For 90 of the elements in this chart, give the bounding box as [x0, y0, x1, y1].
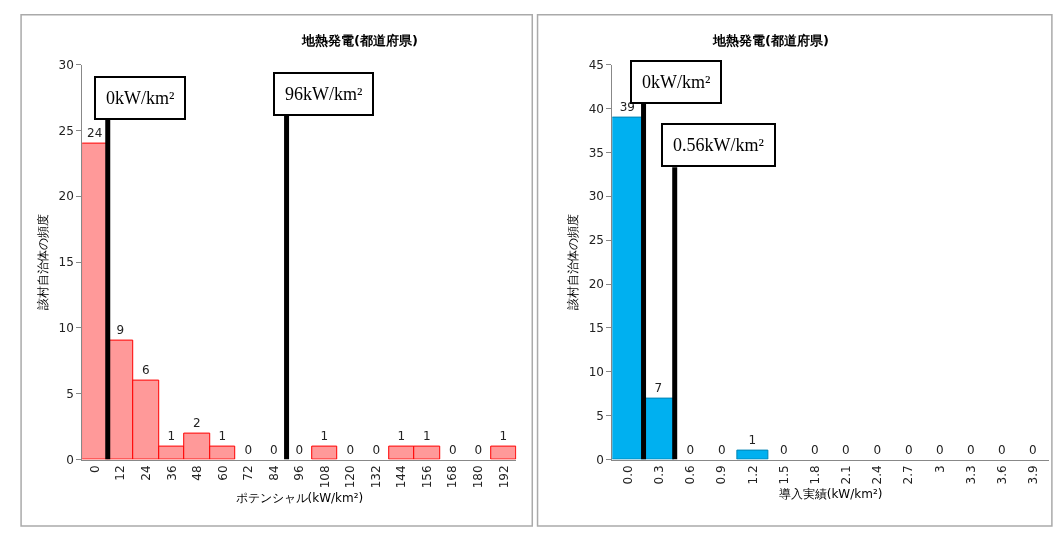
x-tick-label: 60	[215, 465, 230, 481]
data-label: 0	[295, 442, 304, 457]
x-tick-label: 96	[292, 465, 307, 481]
x-tick-label: 132	[368, 465, 383, 489]
x-tick-label: 180	[471, 465, 486, 489]
x-tick-label: 3	[932, 465, 947, 474]
data-label: 0	[936, 442, 944, 457]
x-tick-label: 192	[496, 465, 511, 489]
data-label: 0	[998, 442, 1006, 457]
x-tick-label: 0.3	[652, 465, 667, 485]
y-tick-label: 10	[588, 365, 604, 379]
bar	[612, 116, 644, 460]
x-tick-label: 1.2	[745, 465, 760, 485]
x-tick-label: 0.9	[714, 465, 729, 485]
data-label: 0	[780, 442, 788, 457]
ref-line-label: 0kW/km²	[642, 72, 711, 92]
data-label: 1	[422, 429, 431, 444]
data-label: 0	[686, 442, 695, 457]
bar	[490, 445, 517, 460]
x-tick-label: 0.0	[620, 465, 635, 485]
data-label: 0	[967, 442, 975, 457]
x-tick-label: 84	[266, 465, 281, 481]
y-tick-label: 25	[58, 123, 74, 138]
x-tick-label: 3.6	[994, 465, 1009, 485]
data-label: 1	[499, 429, 508, 444]
y-tick-label: 25	[588, 233, 604, 248]
x-tick-label: 36	[164, 465, 179, 481]
data-label: 0	[269, 442, 278, 457]
x-tick-label: 24	[138, 465, 153, 481]
x-tick-label: 72	[241, 465, 256, 481]
x-tick-label: 2.4	[870, 465, 885, 485]
x-tick-label: 108	[317, 465, 332, 489]
x-tick-label: 12	[113, 465, 128, 481]
data-label: 0	[1029, 442, 1037, 457]
x-axis-title: ポテンシャル(kW/km²)	[235, 491, 364, 506]
y-tick-label: 40	[588, 101, 604, 116]
x-tick-label: 1.8	[807, 465, 822, 485]
ref-line-label: 0.56kW/km²	[673, 135, 764, 155]
data-label: 0	[905, 442, 913, 457]
y-tick-label: 15	[588, 321, 604, 336]
ref-line-label: 96kW/km²	[285, 84, 363, 104]
y-tick-label: 10	[58, 321, 74, 336]
data-label: 7	[654, 381, 663, 396]
y-tick-label: 45	[588, 57, 604, 72]
data-label: 24	[87, 126, 103, 141]
x-tick-label: 120	[343, 465, 358, 489]
y-axis-title: 該村自治体の頻度	[35, 214, 50, 311]
data-label: 9	[116, 323, 125, 338]
data-label: 0	[842, 442, 850, 457]
data-label: 1	[748, 433, 757, 448]
data-label: 2	[192, 416, 201, 431]
y-tick-label: 20	[588, 277, 604, 292]
data-label: 0	[474, 442, 483, 457]
x-axis-title: 導入実績(kW/km²)	[778, 487, 883, 502]
data-label: 0	[372, 442, 381, 457]
data-label: 6	[141, 363, 150, 378]
x-tick-label: 2.1	[839, 465, 854, 485]
y-axis-title: 該村自治体の頻度	[565, 214, 580, 311]
data-label: 0	[718, 442, 726, 457]
x-tick-label: 3.3	[963, 465, 978, 485]
data-label: 0	[346, 442, 355, 457]
data-label: 1	[320, 429, 329, 444]
ref-line-label: 0kW/km²	[106, 88, 175, 108]
x-tick-label: 144	[394, 465, 409, 489]
data-label: 0	[811, 442, 819, 457]
y-tick-label: 30	[588, 189, 604, 204]
data-label: 1	[397, 429, 406, 444]
data-label: 0	[873, 442, 882, 457]
data-label: 0	[448, 442, 457, 457]
x-tick-label: 156	[419, 465, 434, 489]
data-label: 1	[167, 429, 176, 444]
y-tick-label: 35	[588, 145, 604, 160]
x-tick-label: 168	[445, 465, 460, 489]
x-tick-label: 2.7	[901, 465, 916, 485]
y-tick-label: 30	[58, 57, 74, 72]
bar	[736, 449, 769, 460]
bar	[311, 445, 338, 460]
y-tick-label: 15	[58, 255, 74, 270]
x-tick-label: 0	[87, 465, 102, 474]
y-tick-label: 5	[66, 386, 74, 401]
x-tick-label: 1.5	[776, 465, 791, 485]
x-tick-label: 48	[190, 465, 205, 481]
y-tick-label: 20	[58, 189, 74, 204]
chart-title: 地熱発電(都道府県)	[712, 33, 829, 48]
x-tick-label: 3.9	[1026, 465, 1041, 485]
chart-title: 地熱発電(都道府県)	[301, 33, 418, 48]
data-label: 1	[218, 429, 227, 444]
y-tick-label: 5	[596, 408, 604, 423]
x-tick-label: 0.6	[683, 465, 698, 485]
data-label: 0	[244, 442, 253, 457]
